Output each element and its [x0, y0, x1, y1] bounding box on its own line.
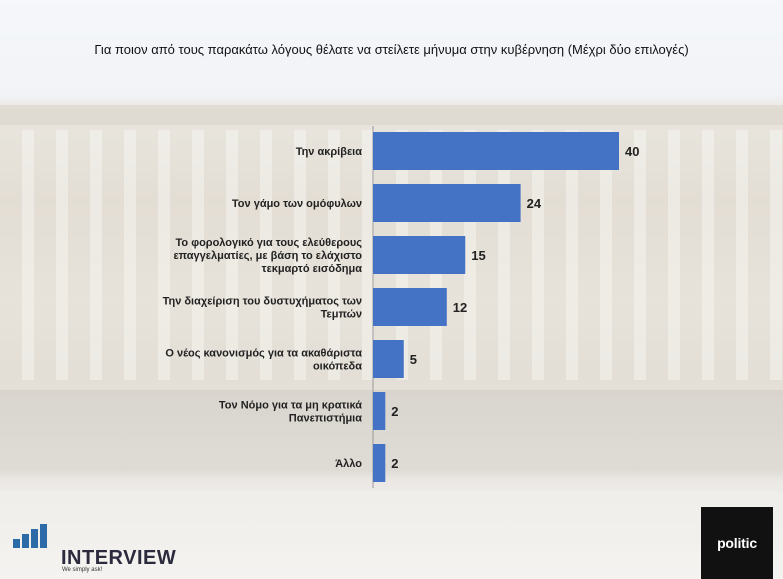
category-label-4-line-0: Ο νέος κανονισμός για τα ακαθάριστα [165, 348, 362, 360]
category-label-5: Τον Νόμο για τα μη κρατικά Πανεπιστήμια [219, 400, 362, 425]
politic-logo: politic [701, 507, 773, 579]
interview-logo-wordmark: INTERVIEW [61, 547, 177, 569]
value-label-5: 2 [391, 404, 398, 419]
value-label-6: 2 [391, 456, 398, 471]
value-label-0: 40 [625, 144, 639, 159]
value-label-3: 12 [453, 300, 467, 315]
value-label-2: 15 [471, 248, 485, 263]
category-label-3-line-1: Τεμπών [321, 309, 362, 321]
chart-title: Για ποιον από τους παρακάτω λόγους θέλατ… [94, 42, 689, 57]
category-label-0-line-0: Την ακρίβεια [296, 146, 363, 158]
category-label-6-line-0: Άλλο [335, 458, 362, 470]
category-label-1-line-0: Τον γάμο των ομόφυλων [232, 198, 362, 210]
value-label-4: 5 [410, 352, 417, 367]
category-label-6: Άλλο [335, 458, 362, 470]
category-label-2: Το φορολογικό για τους ελεύθερους επαγγελ… [173, 237, 362, 275]
bar-0 [373, 132, 619, 170]
category-label-5-line-0: Τον Νόμο για τα μη κρατικά [219, 400, 362, 412]
value-label-1: 24 [527, 196, 542, 211]
bar-6 [373, 444, 386, 482]
bar-4 [373, 340, 404, 378]
category-label-2-line-1: επαγγελματίες, με βάση το ελάχιστο [173, 250, 362, 262]
bar-1 [373, 184, 521, 222]
category-label-2-line-0: Το φορολογικό για τους ελεύθερους [176, 237, 363, 249]
background-ground [0, 390, 783, 490]
category-label-3: Την διαχείριση του δυστυχήματος των Τεμπώ… [163, 296, 362, 321]
category-label-4: Ο νέος κανονισμός για τα ακαθάριστα οικόπ… [165, 348, 362, 373]
interview-logo: INTERVIEW We simply ask! [13, 524, 183, 574]
politic-logo-wordmark: politic [717, 535, 757, 551]
category-label-2-line-2: τεκμαρτό εισόδημα [262, 263, 363, 275]
category-label-5-line-1: Πανεπιστήμια [289, 413, 362, 425]
background-frieze [0, 105, 783, 125]
bar-3 [373, 288, 447, 326]
category-label-4-line-1: οικόπεδα [313, 361, 362, 373]
interview-logo-tagline: We simply ask! [62, 567, 103, 573]
category-label-1: Τον γάμο των ομόφυλων [232, 198, 362, 210]
bar-2 [373, 236, 466, 274]
category-label-0: Την ακρίβεια [296, 146, 363, 158]
category-label-3-line-0: Την διαχείριση του δυστυχήματος των [163, 296, 362, 308]
bar-5 [373, 392, 386, 430]
